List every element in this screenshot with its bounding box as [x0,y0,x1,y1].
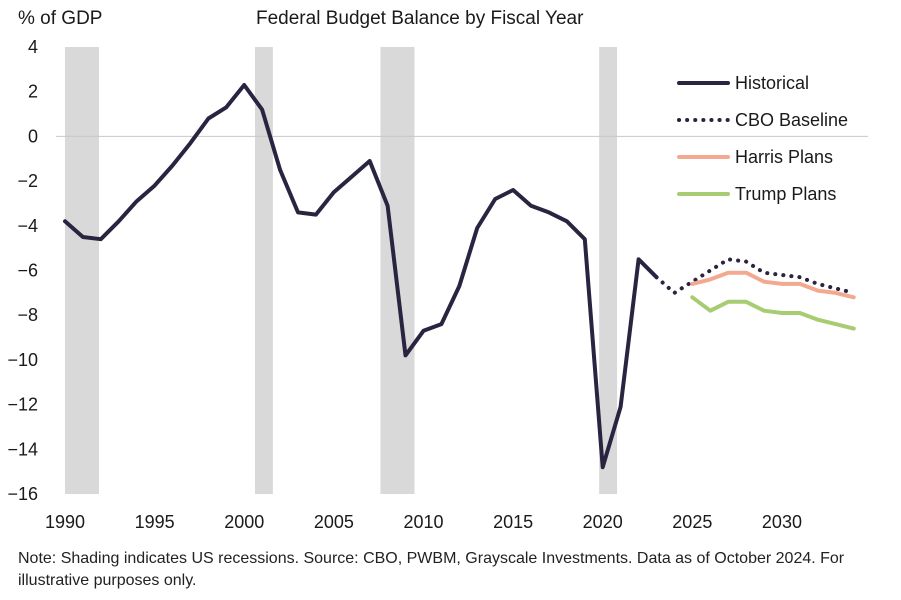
y-tick-label: −10 [7,350,38,370]
series-line-cbo-baseline [654,257,856,295]
y-tick-label: −4 [17,216,38,236]
y-tick-label: −12 [7,395,38,415]
x-tick-label: 2000 [224,512,264,532]
x-tick-label: 2020 [583,512,623,532]
y-tick-label: −6 [17,261,38,281]
recession-band-3 [380,47,415,494]
series-line-trump-plans [690,295,856,331]
y-axis-label: % of GDP [18,8,103,29]
x-tick-label: 1990 [45,512,85,532]
y-tick-label: −2 [17,171,38,191]
y-tick-labels: 4 2 0 −2 −4 −6 −8 −10 −12 −14 −16 [7,37,38,504]
legend-label-harris-plans: Harris Plans [735,147,833,167]
series-line-historical [63,83,659,470]
y-tick-label: −14 [7,439,38,459]
x-tick-label: 2010 [403,512,443,532]
recession-shading [64,47,618,494]
budget-balance-chart: 4 2 0 −2 −4 −6 −8 −10 −12 −14 −16 1990 1995 2000 2005… [7,37,868,532]
recession-band-1 [64,47,100,494]
x-tick-label: 2015 [493,512,533,532]
x-tick-label: 1995 [135,512,175,532]
recession-band-2 [254,47,273,494]
legend-label-trump-plans: Trump Plans [735,184,836,204]
x-tick-label: 2025 [672,512,712,532]
legend-label-historical: Historical [735,73,809,93]
chart-title: Federal Budget Balance by Fiscal Year [256,8,584,29]
footnote: Note: Shading indicates US recessions. S… [18,550,845,589]
recession-band-4 [599,47,618,494]
series-line-harris-plans [690,270,856,300]
y-tick-label: 2 [28,82,38,102]
x-tick-labels: 1990 1995 2000 2005 2010 2015 2020 2025 2030 [45,512,802,532]
y-tick-label: 4 [28,37,38,57]
x-tick-label: 2030 [762,512,802,532]
x-tick-label: 2005 [314,512,354,532]
y-tick-label: 0 [28,126,38,146]
y-tick-label: −8 [17,305,38,325]
legend: Historical CBO Baseline Harris Plans Trump … [677,73,848,204]
series-lines [63,83,856,470]
y-tick-label: −16 [7,484,38,504]
legend-label-cbo-baseline: CBO Baseline [735,110,848,130]
